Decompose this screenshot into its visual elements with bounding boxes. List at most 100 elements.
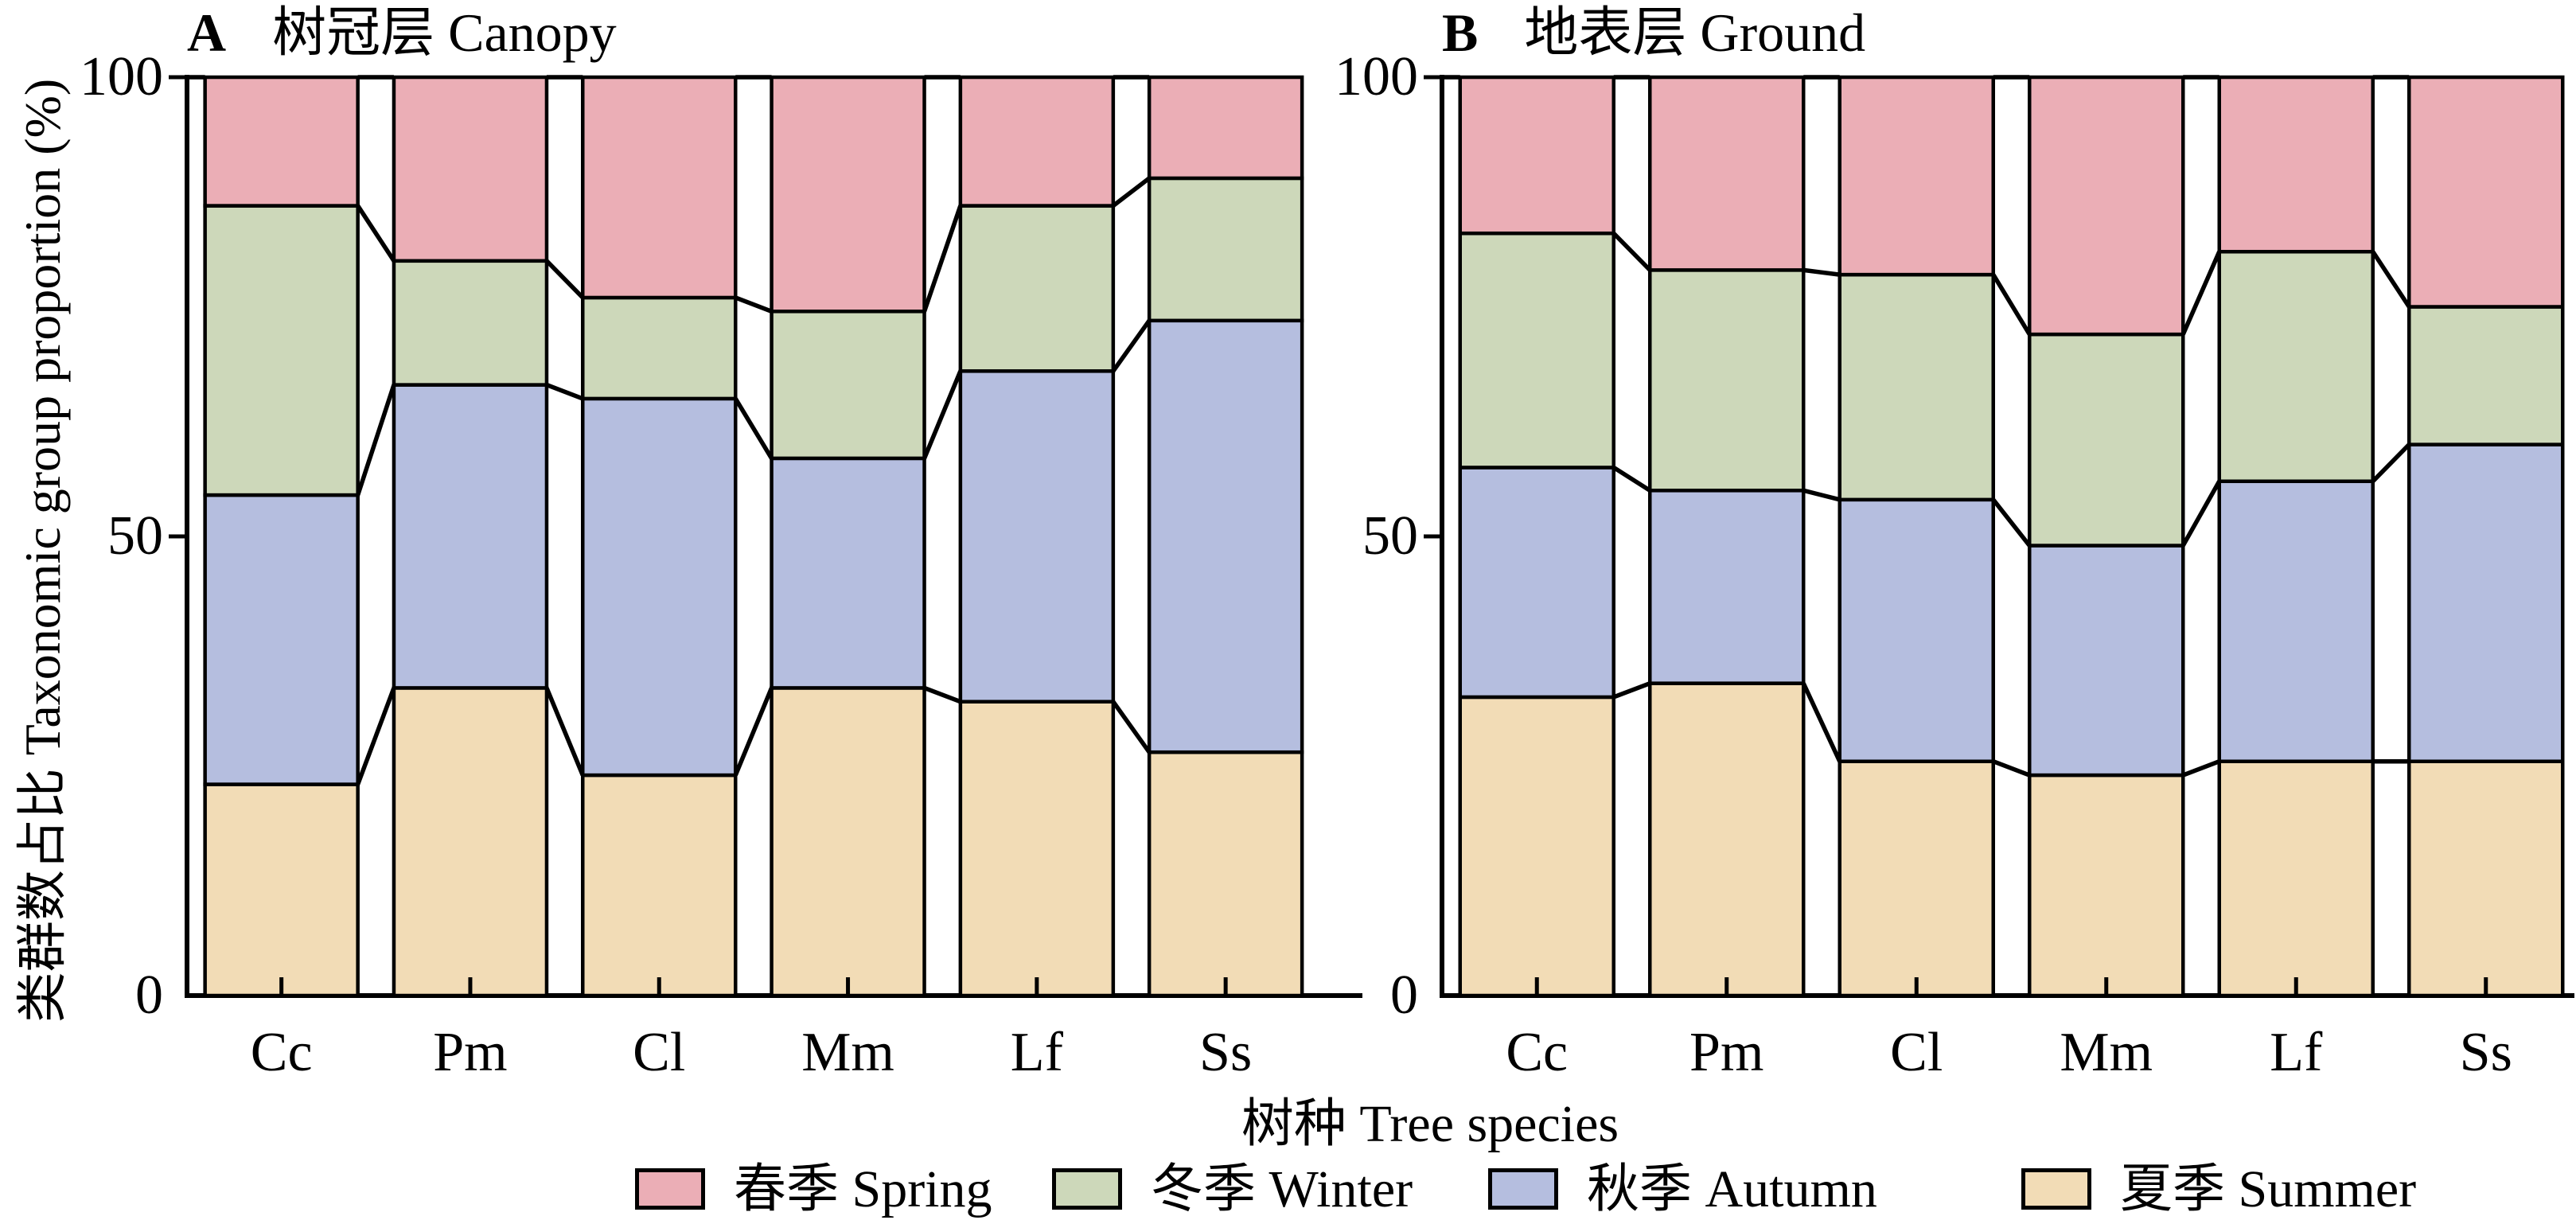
connector-line <box>922 370 963 459</box>
x-tick-label-A-Mm: Mm <box>801 1022 894 1083</box>
connector-line <box>2182 759 2220 778</box>
legend-label-summer: 夏季 Summer <box>2120 1160 2417 1218</box>
x-tick-label-B-Lf: Lf <box>2270 1022 2323 1083</box>
bar-segment-A-Ss-summer <box>1147 750 1304 998</box>
legend-label-winter: 冬季 Winter <box>1151 1160 1413 1218</box>
legend-swatch-winter <box>1052 1168 1122 1210</box>
connector-line <box>1802 488 1841 502</box>
bar-segment-B-Pm-spring <box>1648 75 1806 272</box>
legend-swatch-summer <box>2021 1168 2091 1210</box>
bar-segment-A-Mm-autumn <box>770 456 926 690</box>
x-tick-label-B-Cc: Cc <box>1506 1022 1569 1083</box>
x-tick-label-B-Pm: Pm <box>1689 1022 1764 1083</box>
connector-line <box>1992 759 2031 778</box>
bar-segment-B-Ss-spring <box>2407 75 2565 309</box>
y-tick-label-A-100: 100 <box>80 46 163 107</box>
bar-segment-B-Cc-winter <box>1458 231 1615 470</box>
x-tick-label-A-Lf: Lf <box>1010 1022 1063 1083</box>
bar-segment-B-Lf-winter <box>2217 250 2375 484</box>
panel-a-title-text: 树冠层 Canopy <box>272 2 617 63</box>
y-tick-label-B-50: 50 <box>1362 505 1418 567</box>
connector-line <box>1801 682 1842 762</box>
connector-line <box>2180 251 2222 336</box>
panel-a-title: A 树冠层 Canopy <box>187 2 617 64</box>
x-tick-label-A-Cl: Cl <box>633 1022 686 1083</box>
bar-segment-B-Ss-summer <box>2407 759 2565 998</box>
panel-b-title-text: 地表层 Ground <box>1524 2 1866 63</box>
y-tick-label-B-100: 100 <box>1335 46 1418 107</box>
connector-line <box>735 295 773 314</box>
bar-segment-B-Lf-spring <box>2217 75 2375 254</box>
connector-line <box>1991 273 2032 336</box>
bar-segment-A-Cl-summer <box>581 773 738 998</box>
legend-label-spring: 春季 Spring <box>734 1160 992 1218</box>
bar-segment-A-Cl-autumn <box>581 396 738 778</box>
bar-segment-A-Cc-autumn <box>203 493 360 786</box>
connector-line <box>1611 232 1652 272</box>
y-tick-label-A-50: 50 <box>107 505 163 567</box>
bar-segment-A-Pm-summer <box>392 686 549 998</box>
bar-segment-A-Cl-spring <box>581 75 738 300</box>
x-tick-label-B-Ss: Ss <box>2459 1022 2512 1083</box>
bar-segment-A-Ss-winter <box>1147 176 1304 323</box>
bar-segment-A-Lf-autumn <box>958 369 1116 704</box>
bar-segment-A-Mm-spring <box>770 75 926 314</box>
bar-segment-B-Cl-summer <box>1837 759 1995 998</box>
connector-line <box>2180 480 2222 547</box>
connector-line <box>1111 700 1152 754</box>
bar-segment-A-Cc-summer <box>203 782 360 998</box>
panel-b-title: B 地表层 Ground <box>1442 2 1865 64</box>
bar-segment-B-Pm-autumn <box>1648 489 1806 685</box>
bar-segment-B-Cc-autumn <box>1458 466 1615 700</box>
panel-a-label: A <box>187 2 227 63</box>
bar-segment-B-Cl-autumn <box>1837 497 1995 763</box>
bar-segment-A-Mm-winter <box>770 310 926 461</box>
x-tick-label-B-Mm: Mm <box>2060 1022 2153 1083</box>
bar-segment-B-Cc-summer <box>1458 695 1615 998</box>
connector-line <box>1111 319 1152 372</box>
bar-segment-B-Pm-summer <box>1648 681 1806 998</box>
connector-line <box>356 384 396 496</box>
x-tick-label-A-Pm: Pm <box>433 1022 508 1083</box>
bar-segment-A-Cl-winter <box>581 295 738 401</box>
connector-line <box>2371 250 2411 309</box>
bar-segment-A-Cc-spring <box>203 75 360 208</box>
bar-segment-B-Mm-spring <box>2028 75 2185 337</box>
bar-segment-A-Mm-summer <box>770 686 926 998</box>
bar-segment-A-Ss-spring <box>1147 75 1304 181</box>
bar-segment-B-Mm-winter <box>2028 332 2185 548</box>
connector-line <box>1802 267 1841 277</box>
bar-segment-A-Pm-spring <box>392 75 549 263</box>
bar-segment-B-Mm-summer <box>2028 773 2185 998</box>
bar-segment-A-Pm-autumn <box>392 383 549 690</box>
connector-line <box>356 205 396 263</box>
bar-segment-B-Cc-spring <box>1458 75 1615 236</box>
bar-segment-A-Ss-autumn <box>1147 318 1304 754</box>
bar-segment-B-Lf-summer <box>2217 759 2375 998</box>
bar-segment-B-Ss-autumn <box>2407 442 2565 763</box>
bar-segment-B-Cl-spring <box>1837 75 1995 277</box>
y-tick-label-B-0: 0 <box>1390 965 1418 1026</box>
bar-segment-A-Cc-winter <box>203 204 360 497</box>
bar-segment-B-Mm-autumn <box>2028 544 2185 778</box>
connector-line <box>1112 176 1151 208</box>
panel-b-label: B <box>1442 2 1479 63</box>
y-tick-label-A-0: 0 <box>135 965 163 1026</box>
connector-line <box>2371 442 2411 483</box>
bar-segment-B-Lf-autumn <box>2217 479 2375 763</box>
bar-segment-B-Ss-winter <box>2407 305 2565 446</box>
bar-segment-A-Lf-spring <box>958 75 1116 208</box>
connector-line <box>922 205 963 313</box>
connector-line <box>544 687 585 777</box>
x-tick-label-A-Cc: Cc <box>250 1022 313 1083</box>
connector-line <box>544 259 585 299</box>
x-axis-label: 树种 Tree species <box>1241 1095 1619 1153</box>
connector-line <box>356 687 396 785</box>
x-tick-label-A-Ss: Ss <box>1199 1022 1253 1083</box>
bar-segment-B-Pm-winter <box>1648 268 1806 493</box>
bar-segment-A-Lf-winter <box>958 204 1116 373</box>
connector-line <box>1612 466 1651 493</box>
bar-segment-A-Lf-summer <box>958 700 1116 998</box>
connector-line <box>1612 681 1651 700</box>
